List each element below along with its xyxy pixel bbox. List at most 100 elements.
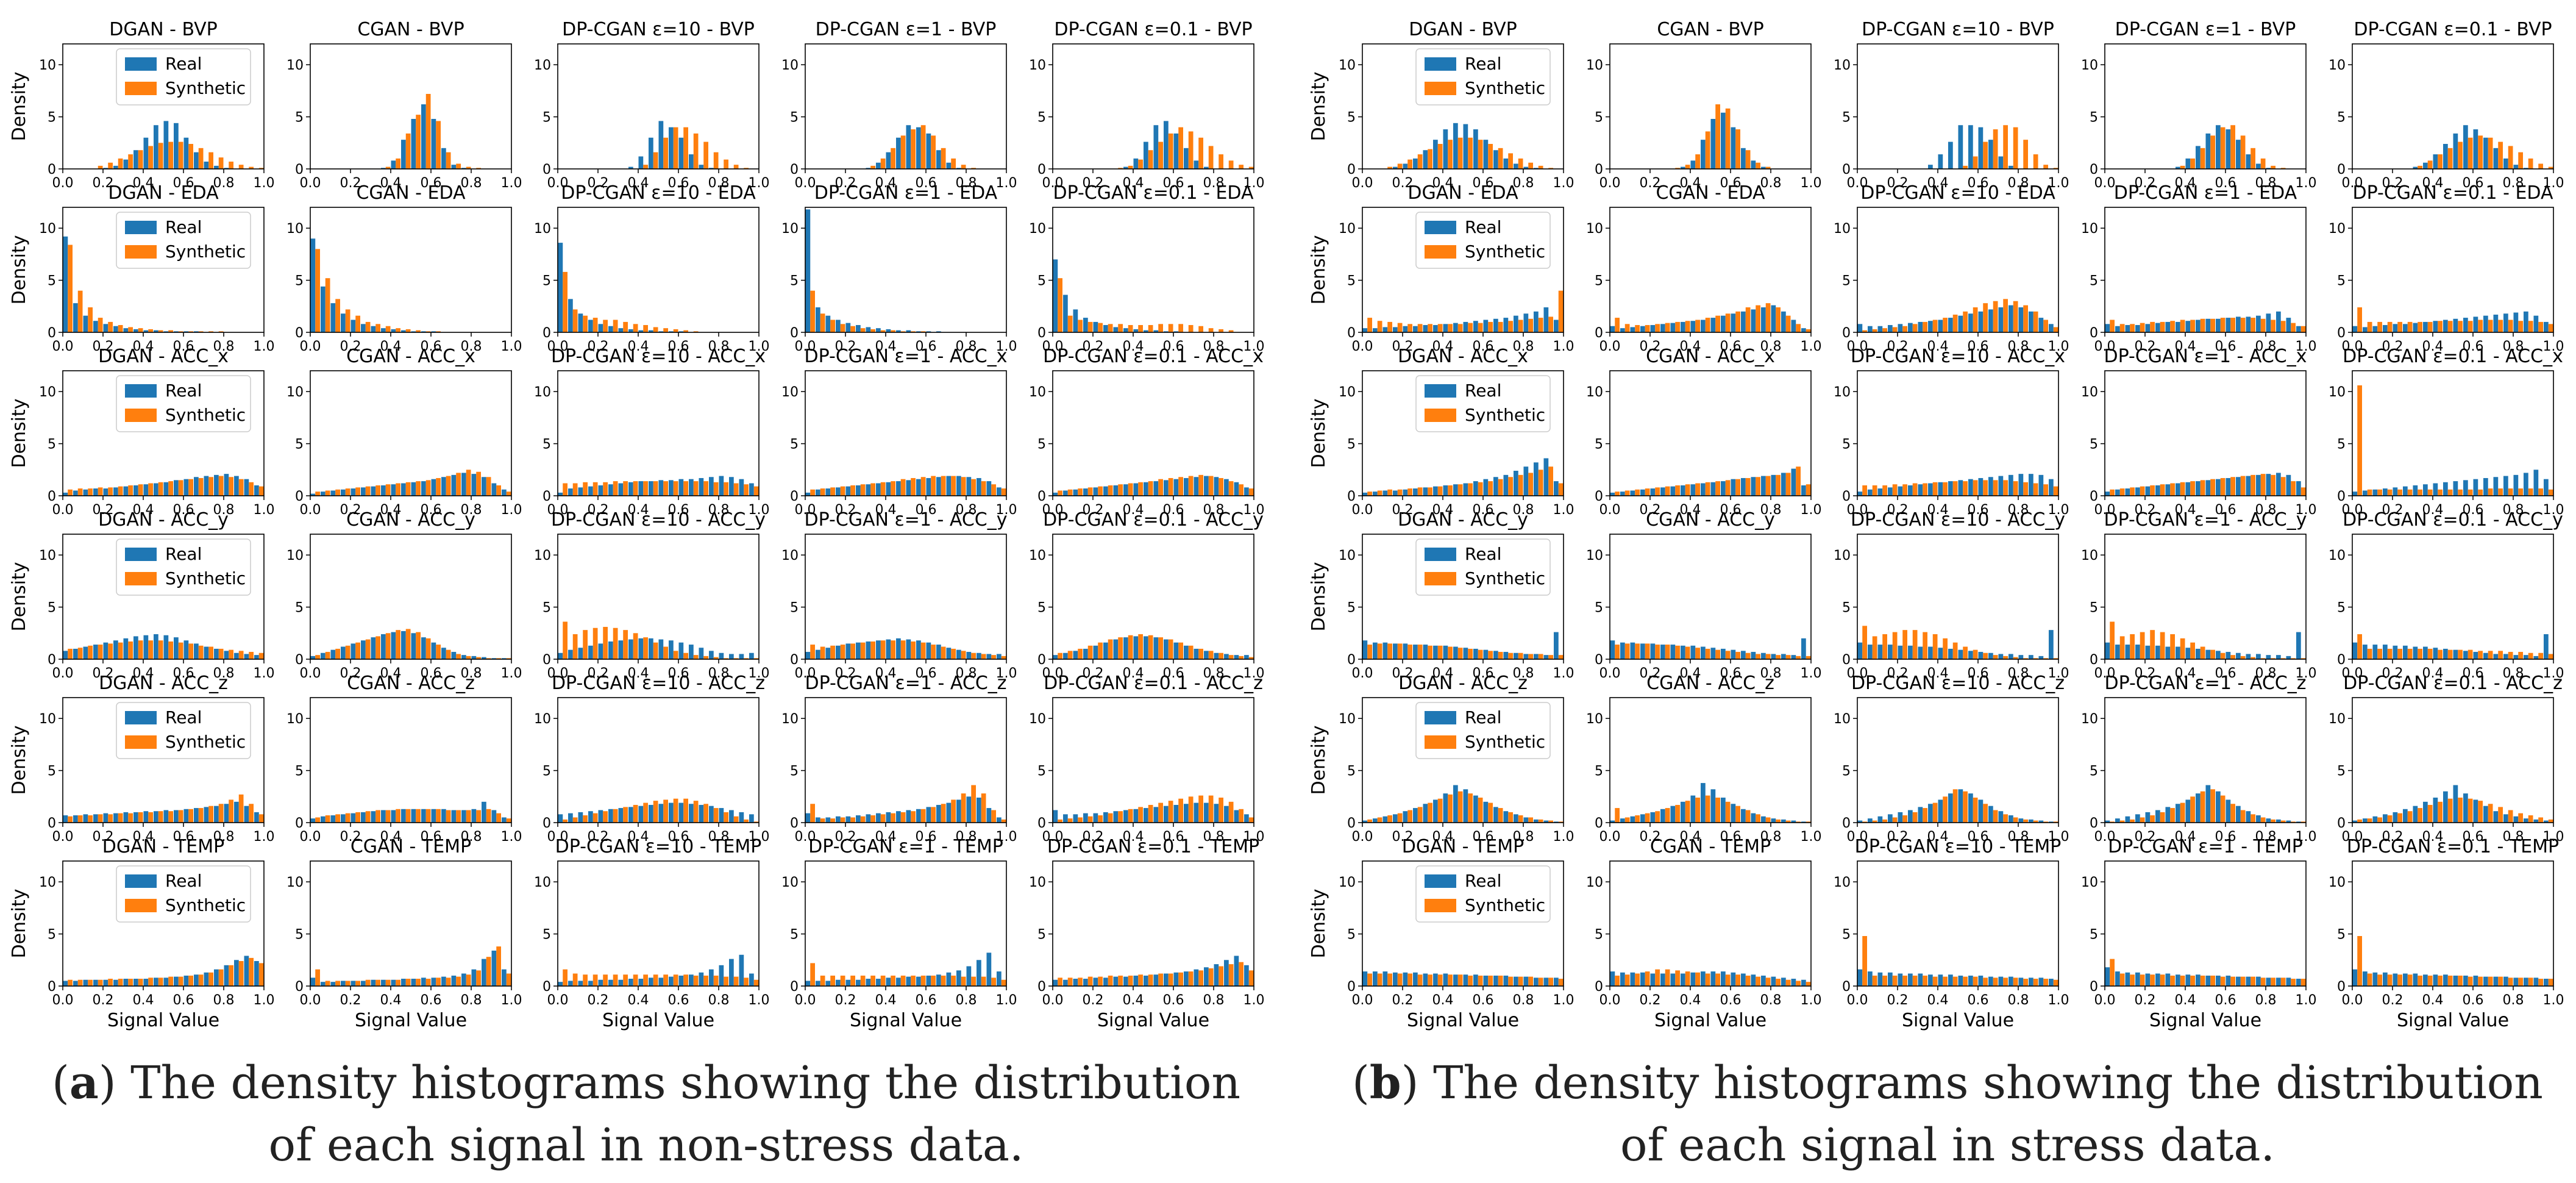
bar-real [2275,655,2281,659]
x-tick-label: 1.0 [2296,829,2317,845]
axes-frame [2352,697,2554,823]
x-tick-label: 0.4 [875,176,897,191]
bar-synthetic [1478,975,1483,986]
bar-real [628,482,633,496]
x-tick-label: 0.0 [1599,829,1621,845]
bar-synthetic [1785,315,1791,332]
bar-synthetic [168,811,173,823]
bar-synthetic [88,307,93,332]
bar-synthetic [1705,795,1710,823]
bar-synthetic [2023,658,2028,659]
bar-real [1153,807,1159,823]
bar-synthetic [1407,488,1412,496]
bar-synthetic [1558,483,1564,496]
bar-synthetic [2300,979,2306,986]
bar-synthetic [820,488,825,496]
bar-real [1801,979,1806,986]
y-tick-label: 5 [2337,274,2346,289]
x-tick-label: 0.4 [1680,666,1701,681]
bar-synthetic [1776,819,1781,823]
bar-synthetic [2418,648,2422,659]
bar-synthetic [2397,974,2402,986]
x-tick-label: 0.2 [1392,829,1414,845]
bar-real [1791,468,1796,496]
bar-real [1203,802,1209,823]
subplot: DP-CGAN ε=10 - ACC_z0.0 0.2 0.4 0.6 0.8 1.005… [1834,673,2069,845]
bar-real [1382,816,1388,823]
legend-swatch-real [125,221,157,234]
bar-real [1781,473,1786,496]
bar-synthetic [683,481,688,496]
bar-synthetic [1558,821,1564,823]
bar-synthetic [2367,648,2372,659]
bar-synthetic [249,652,254,659]
bar-real [204,807,209,823]
bar-synthetic [2210,479,2215,496]
bar-real [1690,321,1696,332]
bar-real [2235,976,2241,987]
bar-real [1680,645,1685,659]
bar-synthetic [1558,979,1564,986]
bar-real [1988,309,1993,332]
bar-synthetic [2043,165,2048,169]
bar-synthetic [2200,791,2205,823]
bar-synthetic [2518,813,2523,823]
y-tick-label: 0 [543,979,551,995]
x-tick-label: 0.2 [1640,176,1661,191]
bar-synthetic [2119,488,2125,496]
bar-real [1690,484,1696,496]
bar-real [2503,476,2508,496]
bar-real [244,956,249,986]
bar-synthetic [1228,964,1234,987]
x-tick-label: 0.4 [628,176,649,191]
bar-real [2215,318,2221,332]
bar-real [1630,490,1635,496]
x-axis-label: Signal Value [355,1010,467,1031]
axes-frame [1609,370,1812,496]
bar-synthetic [1208,651,1214,659]
bar-real [421,977,426,986]
y-tick-label: 0 [1037,326,1046,341]
bar-synthetic [1872,329,1877,333]
bar-synthetic [1685,646,1690,659]
bar-synthetic [1437,324,1443,332]
bar-synthetic [1993,810,1998,823]
bar-synthetic [1248,657,1254,659]
bar-synthetic [168,141,173,169]
bar-real [2135,325,2140,332]
bar-real [2443,974,2448,986]
bar-real [1073,979,1078,986]
bar-synthetic [1765,166,1771,169]
bar-synthetic [891,148,895,169]
subplot-title: DP-CGAN ε=10 - TEMP [1855,836,2062,857]
bar-real [1372,642,1378,659]
bar-real [103,642,109,659]
x-tick-label: 0.4 [875,502,897,518]
bar-synthetic [128,813,133,823]
bar-synthetic [1128,635,1133,659]
bar-synthetic [2013,657,2018,659]
bar-synthetic [128,485,133,496]
bar-synthetic [345,645,350,659]
bar-synthetic [1645,813,1650,823]
x-tick-label: 0.4 [875,666,897,681]
bar-real [2393,645,2398,659]
bar-synthetic [2357,634,2362,659]
bar-real [2018,818,2024,823]
bar-synthetic [623,807,628,823]
axes-frame [1362,43,1564,170]
subplot-title: DP-CGAN ε=0.1 - EDA [1053,182,1254,204]
x-tick-label: 0.8 [2503,339,2524,354]
bar-synthetic [724,812,728,823]
bar-synthetic [2230,976,2235,987]
bar-synthetic [2250,976,2255,987]
bar-real [1432,973,1438,986]
bar-real [1610,326,1615,332]
bar-synthetic [2488,137,2493,169]
bar-real [1801,638,1806,659]
y-tick-label: 0 [2090,979,2098,995]
bar-synthetic [1665,808,1670,823]
bar-real [1372,491,1378,496]
bar-synthetic [1912,483,1918,496]
